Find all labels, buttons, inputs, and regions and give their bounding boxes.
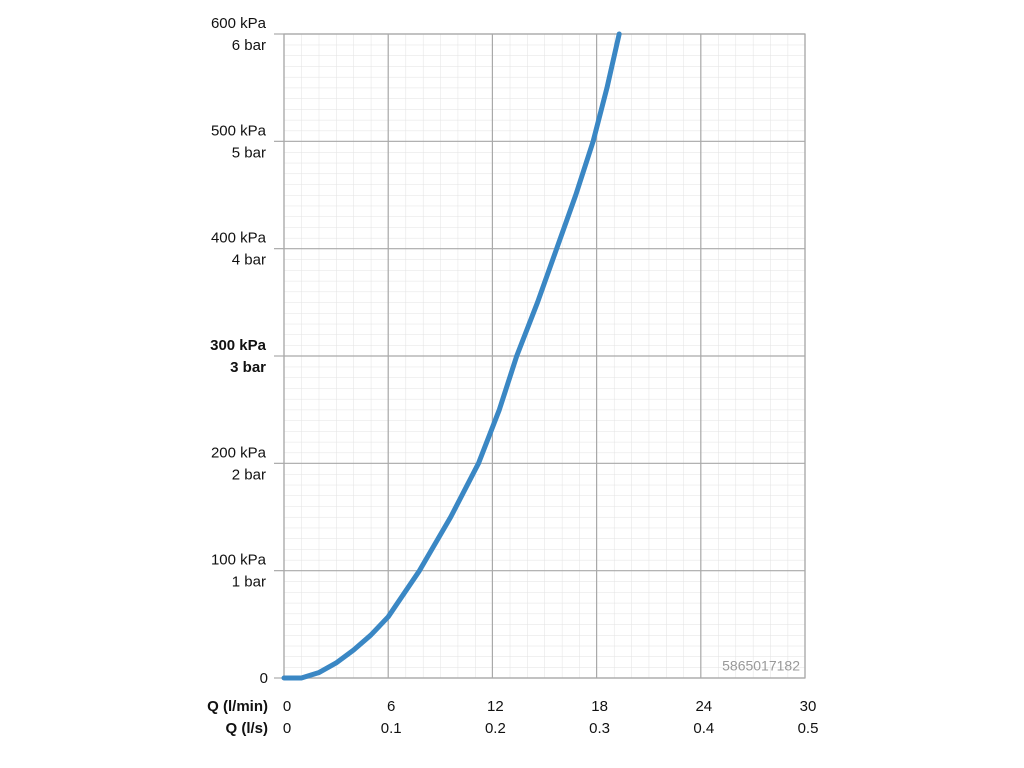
y-tick-label: 200 kPa bbox=[211, 444, 267, 461]
watermark: 5865017182 bbox=[722, 658, 800, 674]
x-axis-label: Q (l/min) bbox=[207, 698, 268, 715]
y-tick-label: 400 kPa bbox=[211, 230, 267, 247]
x-tick-label: 6 bbox=[387, 698, 395, 715]
x2-tick-label: 0 bbox=[283, 720, 291, 737]
y-tick-bar-label: 6 bar bbox=[232, 37, 266, 54]
x2-tick-label: 0.3 bbox=[589, 720, 610, 737]
x2-tick-label: 0.2 bbox=[485, 720, 506, 737]
data-line bbox=[281, 31, 622, 681]
y-tick-bar-label: 1 bar bbox=[232, 574, 266, 591]
y-tick-label: 0 bbox=[260, 670, 268, 687]
x-tick-label: 30 bbox=[800, 698, 817, 715]
y-tick-label: 100 kPa bbox=[211, 552, 267, 569]
x2-tick-label: 0.4 bbox=[693, 720, 714, 737]
y-tick-bar-label: 3 bar bbox=[230, 359, 266, 376]
y-tick-label: 600 kPa bbox=[211, 15, 267, 32]
y-tick-bar-label: 4 bar bbox=[232, 252, 266, 269]
x-tick-label: 24 bbox=[695, 698, 712, 715]
x-tick-label: 0 bbox=[283, 698, 291, 715]
y-tick-label: 300 kPa bbox=[210, 337, 267, 354]
y-tick-label: 500 kPa bbox=[211, 122, 267, 139]
y-tick-bar-label: 2 bar bbox=[232, 466, 266, 483]
x2-axis-label: Q (l/s) bbox=[225, 720, 268, 737]
y-tick-bar-label: 5 bar bbox=[232, 144, 266, 161]
x2-tick-label: 0.5 bbox=[798, 720, 819, 737]
x-tick-label: 18 bbox=[591, 698, 608, 715]
x-tick-label: 12 bbox=[487, 698, 504, 715]
x2-tick-label: 0.1 bbox=[381, 720, 402, 737]
